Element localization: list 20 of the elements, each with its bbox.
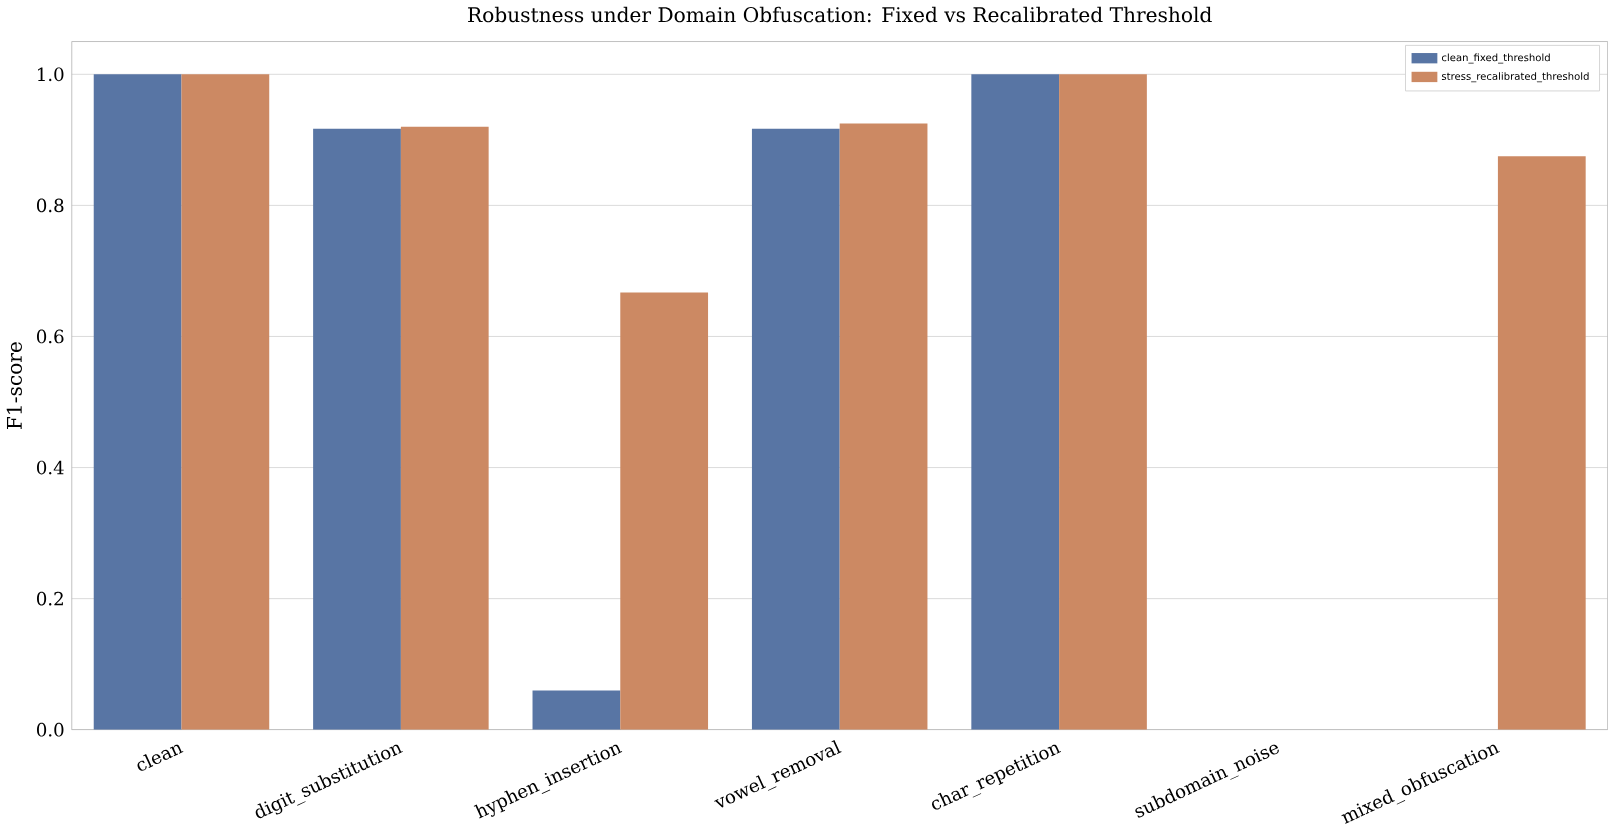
y-tick-label: 0.4 — [37, 460, 64, 474]
y-tick-label: 0.6 — [37, 329, 64, 343]
y-tick-label: 1.0 — [38, 66, 64, 81]
y-axis-title: F1-score — [6, 341, 22, 429]
bar — [751, 128, 840, 730]
y-tick-label: 0.2 — [37, 591, 63, 606]
bar — [93, 73, 182, 730]
chart-title: Robustness under Domain Obfuscation: Fixed vs Recalibrated Threshold — [468, 6, 1212, 22]
bar — [313, 128, 401, 730]
bar — [620, 292, 709, 730]
bar — [1497, 155, 1586, 730]
bar — [400, 126, 489, 730]
bar — [1059, 73, 1147, 730]
y-tick-label: 0.8 — [37, 198, 64, 212]
bar — [839, 122, 928, 730]
bar — [532, 689, 621, 730]
bar — [181, 73, 270, 730]
x-tick-label: clean — [137, 744, 184, 771]
bar — [971, 73, 1060, 730]
y-tick-label: 0.0 — [37, 722, 64, 737]
